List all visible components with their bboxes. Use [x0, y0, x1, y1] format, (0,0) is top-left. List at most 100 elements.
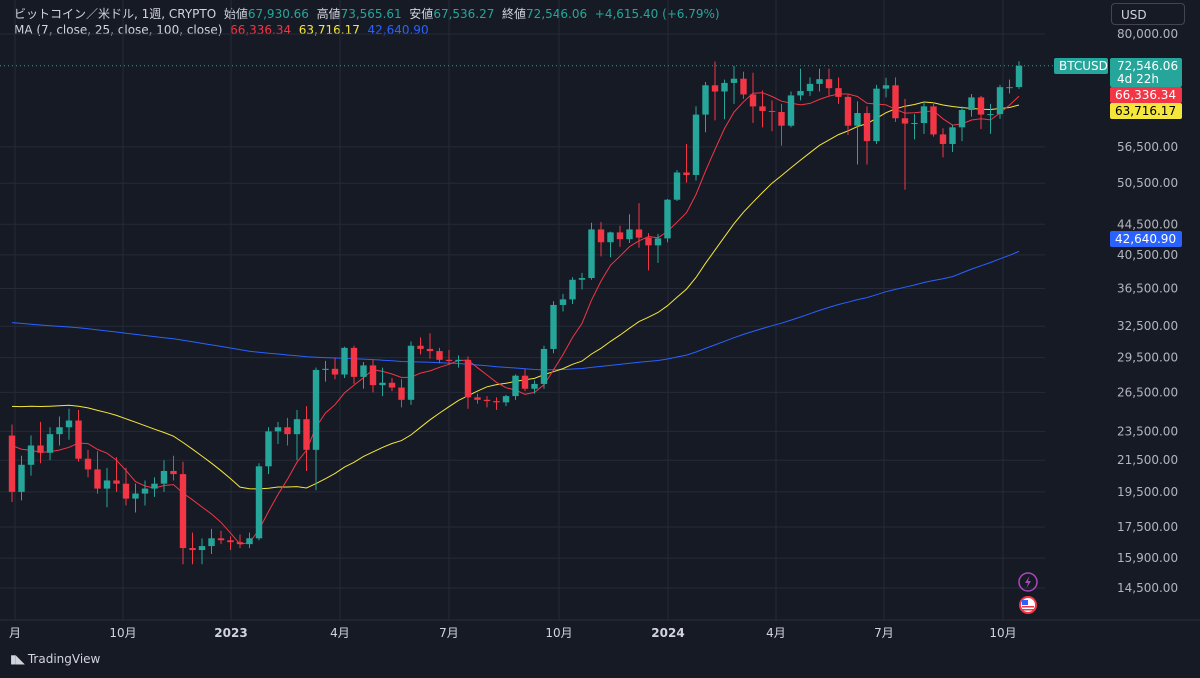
candle-body [398, 387, 405, 400]
candle-body [37, 445, 44, 453]
candle-body [56, 427, 63, 435]
currency-button[interactable]: USD [1111, 3, 1185, 25]
open-label: 始値 [223, 7, 248, 21]
candle-body [958, 109, 966, 128]
brand-footer[interactable]: ▮◣ TradingView [10, 652, 100, 666]
y-tick-label: 29,500.00 [1117, 351, 1178, 365]
candle-body [588, 229, 595, 279]
y-tick-label: 40,500.00 [1117, 248, 1178, 262]
candle-body [540, 348, 548, 384]
y-tick-label: 36,500.00 [1117, 282, 1178, 296]
candle-body [920, 106, 928, 124]
candle-body [711, 85, 719, 92]
candle-body [654, 238, 662, 246]
candle-body [8, 435, 16, 492]
countdown-label: 4d 22h [1117, 72, 1159, 86]
candle-body [474, 397, 481, 400]
y-tick-label: 50,500.00 [1117, 176, 1178, 190]
candle-body [341, 347, 348, 375]
candles [8, 61, 1023, 565]
candle-body [930, 106, 937, 135]
close-value: 72,546.06 [526, 7, 588, 21]
candle-body [835, 88, 842, 97]
candle-body [46, 434, 54, 453]
candle-body [550, 304, 557, 349]
ma7-price-tag: 66,336.34 [1115, 88, 1176, 102]
lightning-icon[interactable] [1018, 572, 1038, 592]
candle-body [265, 431, 272, 467]
candle-body [284, 427, 291, 435]
candle-body [293, 419, 301, 435]
candle-body [607, 232, 614, 243]
y-tick-label: 80,000.00 [1117, 27, 1178, 41]
candle-body [160, 470, 168, 484]
candle-body [227, 540, 234, 543]
candle-body [407, 345, 415, 400]
candle-body [426, 348, 434, 352]
candle-body [863, 113, 871, 142]
candle-body [825, 79, 833, 89]
x-tick-label: 2023 [214, 626, 247, 640]
symbol-tag-bg [1054, 58, 1108, 74]
symbol-tag: BTCUSD [1059, 59, 1108, 73]
ma25-price-tag-bg [1110, 103, 1182, 119]
candle-body [274, 427, 282, 432]
candle-body [939, 134, 947, 144]
candle-body [683, 172, 690, 175]
grid-lines [0, 0, 1200, 621]
candle-body [901, 118, 909, 124]
candle-body [84, 458, 92, 470]
candle-body [626, 229, 633, 240]
candle-body [417, 345, 424, 349]
y-tick-label: 21,500.00 [1117, 453, 1178, 467]
candle-body [854, 113, 861, 126]
y-tick-label: 17,500.00 [1117, 520, 1178, 534]
y-tick-label: 44,500.00 [1117, 217, 1178, 231]
candle-body [436, 351, 443, 360]
candle-body [987, 114, 994, 116]
y-tick-label: 23,500.00 [1117, 424, 1178, 438]
candle-body [531, 383, 538, 389]
high-label: 高値 [316, 7, 341, 21]
candle-body [246, 538, 253, 545]
ma7-price-tag-bg [1110, 87, 1182, 103]
us-flag-icon[interactable] [1019, 596, 1037, 614]
candle-body [635, 229, 643, 238]
brand-name: TradingView [27, 652, 101, 666]
candle-body [597, 229, 605, 243]
candle-body [350, 347, 358, 377]
candle-body [493, 401, 500, 403]
candle-body [455, 359, 462, 361]
x-tick-label: 4月 [330, 626, 350, 640]
candle-body [331, 368, 339, 375]
candle-body [740, 78, 747, 95]
candle-body [968, 97, 975, 110]
candle-body [312, 369, 320, 450]
open-value: 67,930.66 [247, 7, 309, 21]
y-tick-label: 14,500.00 [1117, 581, 1178, 595]
candle-body [578, 278, 586, 280]
x-tick-label: 4月 [766, 626, 786, 640]
candle-body [445, 359, 453, 361]
candle-body [844, 96, 852, 126]
candle-body [113, 480, 120, 484]
candle-body [806, 83, 814, 92]
tradingview-logo-icon: ▮◣ [10, 652, 25, 666]
candle-body [892, 85, 899, 119]
ma100-line [11, 250, 1020, 371]
candle-body [702, 85, 709, 115]
candle-body [882, 85, 890, 89]
high-value: 73,565.61 [340, 7, 402, 21]
x-tick-label: 10月 [989, 626, 1016, 640]
candle-body [360, 365, 367, 377]
candle-body [521, 375, 529, 389]
candle-body [208, 538, 215, 547]
candle-body [977, 97, 985, 115]
candle-body [255, 466, 263, 539]
last-price-tag-bg [1110, 58, 1182, 87]
candle-body [369, 365, 377, 386]
candle-body [692, 114, 700, 175]
candle-body [996, 87, 1004, 115]
